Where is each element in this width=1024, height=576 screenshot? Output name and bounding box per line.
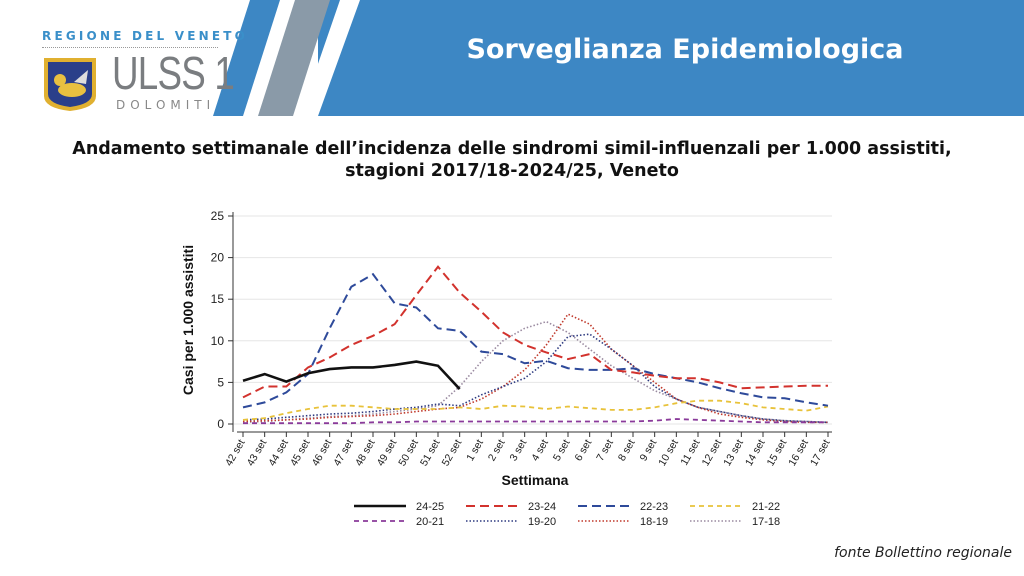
series-line-24-25 (242, 360, 461, 390)
series-line-22-23 (242, 272, 829, 409)
chart-title: Andamento settimanale dell’incidenza del… (0, 138, 1024, 182)
x-tick-label: 52 set (440, 437, 465, 468)
x-tick-label: 44 set (266, 437, 291, 468)
x-tick-label: 5 set (551, 437, 573, 463)
lion-crest-icon (44, 58, 96, 111)
legend-label: 17-18 (752, 516, 780, 528)
logo-dolomiti: DOLOMITI (116, 98, 216, 112)
legend-label: 24-25 (416, 501, 444, 513)
legend-label: 21-22 (752, 501, 780, 513)
x-tick-label: 50 set (396, 437, 421, 468)
x-tick-label: 14 set (743, 437, 768, 468)
region-label: REGIONE DEL VENETO (42, 29, 249, 43)
x-tick-label: 7 set (594, 437, 616, 463)
x-tick-label: 8 set (616, 437, 638, 463)
y-tick-label: 25 (211, 209, 225, 223)
source-note: fonte Bollettino regionale (834, 545, 1012, 561)
x-tick-label: 2 set (486, 437, 508, 463)
page-title: Sorveglianza Epidemiologica (466, 34, 904, 65)
x-tick-label: 51 set (418, 437, 443, 468)
chart-title-line1: Andamento settimanale dell’incidenza del… (72, 139, 952, 159)
legend-label: 20-21 (416, 516, 444, 528)
series-line-17-18 (242, 320, 829, 424)
x-tick-label: 12 set (700, 437, 725, 468)
x-tick-label: 47 set (331, 437, 356, 468)
x-tick-label: 48 set (353, 437, 378, 468)
x-tick-label: 46 set (310, 437, 335, 468)
x-tick-label: 10 set (656, 437, 681, 468)
divider (42, 47, 218, 48)
series-line-19-20 (242, 333, 829, 424)
x-tick-label: 6 set (572, 437, 594, 463)
x-tick-label: 17 set (808, 437, 833, 468)
stripe-blue-icon (213, 0, 280, 116)
series-line-23-24 (242, 265, 828, 399)
legend-label: 22-23 (640, 501, 668, 513)
x-tick-label: 43 set (245, 437, 270, 468)
x-tick-label: 49 set (375, 437, 400, 468)
x-axis-label: Settimana (502, 472, 569, 488)
logo-ulss: ULSS 1 (112, 47, 235, 99)
legend-label: 23-24 (528, 501, 556, 513)
x-tick-label: 9 set (637, 437, 659, 463)
y-tick-label: 15 (211, 292, 225, 306)
x-tick-label: 42 set (223, 437, 248, 468)
x-tick-label: 3 set (507, 437, 529, 463)
header: REGIONE DEL VENETO ULSS 1 DOLOMITI Sorve… (0, 0, 1024, 116)
y-axis-label: Casi per 1.000 assistiti (180, 245, 196, 395)
y-tick-label: 5 (217, 375, 224, 389)
header-banner (213, 0, 1024, 116)
legend-label: 18-19 (640, 516, 668, 528)
x-tick-label: 45 set (288, 437, 313, 468)
chart-title-line2: stagioni 2017/18-2024/25, Veneto (345, 161, 679, 181)
x-tick-label: 13 set (721, 437, 746, 468)
x-tick-label: 1 set (464, 437, 486, 463)
stripe-grey-icon (258, 0, 330, 116)
series-line-18-19 (242, 313, 828, 424)
y-tick-label: 0 (217, 417, 224, 431)
x-tick-label: 15 set (765, 437, 790, 468)
x-tick-label: 4 set (529, 437, 551, 463)
series-line-20-21 (243, 418, 828, 425)
y-tick-label: 20 (211, 251, 225, 265)
y-tick-label: 10 (211, 334, 225, 348)
legend-label: 19-20 (528, 516, 556, 528)
series-line-21-22 (242, 399, 829, 421)
x-tick-label: 16 set (786, 437, 811, 468)
